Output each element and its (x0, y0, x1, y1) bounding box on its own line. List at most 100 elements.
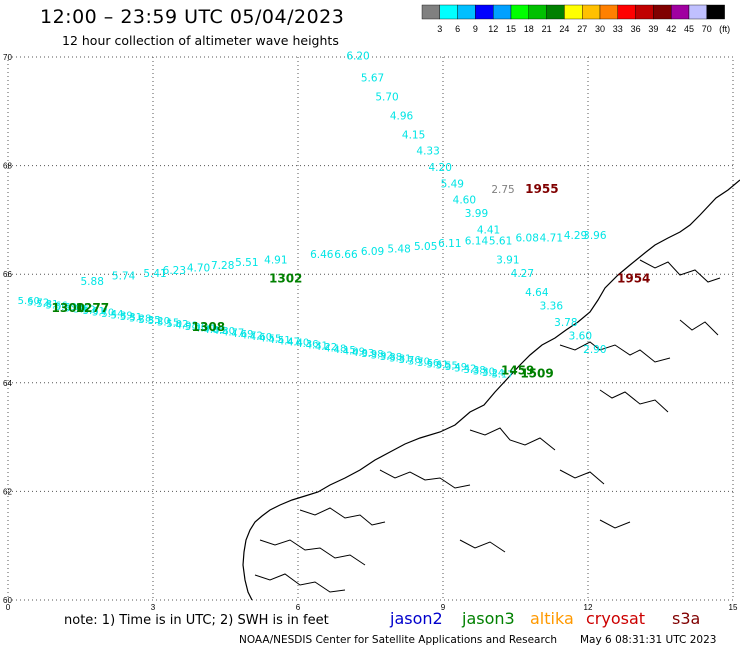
legend-swatch (706, 4, 725, 20)
dense-swh-label: 4.85 (203, 325, 225, 336)
pass-time-label: 1955 (525, 182, 558, 196)
dense-swh-label: 4.69 (231, 329, 253, 340)
lon-tick-label: 9 (441, 603, 446, 612)
swh-label: 6.23 (163, 265, 186, 277)
legend-label: 39 (648, 24, 658, 34)
legend-swatch (493, 4, 512, 20)
dense-swh-label: 5.72 (27, 298, 49, 309)
pass-time-label: 1459 (501, 364, 534, 378)
legend-swatch (475, 4, 494, 20)
dense-swh-label: 4.72 (241, 331, 263, 342)
legend-swatch (617, 4, 636, 20)
swh-label: 5.67 (361, 72, 384, 84)
dense-swh-label: 4.55 (259, 333, 281, 344)
swh-label: 6.46 (310, 249, 334, 261)
legend-label: 45 (684, 24, 694, 34)
dense-swh-label: 5.48 (64, 303, 86, 314)
dense-swh-label: 5.59 (55, 302, 77, 313)
dense-swh-label: 4.18 (324, 343, 346, 354)
color-legend: 3 6 9 12 15 18 21 24 27 30 33 36 39 42 45 70 (ft) (421, 4, 730, 34)
pass-time-label: 1509 (520, 366, 553, 380)
dense-swh-label: 3.42 (454, 364, 476, 375)
dense-swh-label: 3.88 (380, 352, 402, 363)
lat-tick-label: 70 (3, 53, 12, 62)
legend-label: 30 (595, 24, 605, 34)
mission-jason3: jason3 (462, 609, 515, 628)
page-subtitle: 12 hour collection of altimeter wave hei… (62, 33, 339, 48)
swh-label: 3.78 (554, 317, 577, 329)
legend-swatch (688, 4, 707, 20)
legend-label: 9 (473, 24, 478, 34)
swh-label: 6.66 (334, 249, 358, 261)
mission-jason2: jason2 (390, 609, 443, 628)
legend-swatch (528, 4, 547, 20)
swh-label: 5.70 (375, 91, 398, 103)
pass-time-label: 1300 (52, 301, 85, 315)
swh-label: 2.90 (583, 344, 606, 356)
dense-swh-label: 3.49 (445, 362, 467, 373)
map-grid (7, 56, 734, 601)
lon-tick-label: 3 (151, 603, 156, 612)
swh-label: 6.14 (465, 235, 489, 247)
legend-swatch (653, 4, 672, 20)
legend-label: 15 (506, 24, 516, 34)
legend-swatch (510, 4, 529, 20)
legend-swatch (421, 4, 440, 20)
lat-tick-label: 60 (3, 596, 12, 605)
swh-label: 4.71 (540, 233, 563, 245)
swh-label: 7.28 (211, 260, 234, 272)
dense-swh-label: 4.60 (250, 332, 272, 343)
swh-label: 3.91 (496, 254, 519, 266)
lon-tick-label: 12 (584, 603, 593, 612)
page-title: 12:00 – 23:59 UTC 05/04/2023 (40, 6, 345, 28)
dense-swh-label: 5.81 (36, 299, 58, 310)
legend-swatch (635, 4, 654, 20)
dense-swh-label: 4.40 (287, 338, 309, 349)
lon-tick-label: 0 (6, 603, 11, 612)
swh-label: 4.64 (525, 287, 549, 299)
legend-label: 6 (455, 24, 460, 34)
swh-label: 4.60 (453, 195, 476, 207)
dense-swh-label: 3.38 (463, 365, 485, 376)
legend-label: 27 (577, 24, 587, 34)
dense-swh-label: 4.80 (213, 326, 235, 337)
dense-swh-label: 5.06 (185, 322, 207, 333)
dense-swh-label: 5.02 (166, 319, 188, 330)
swh-label: 4.20 (429, 162, 452, 174)
dense-swh-label: 5.31 (120, 312, 142, 323)
dense-swh-label: 5.15 (157, 318, 179, 329)
swh-label: 3.96 (583, 230, 607, 242)
generation-timestamp: May 6 08:31:31 UTC 2023 (580, 634, 717, 646)
dense-swh-label: 4.09 (343, 346, 365, 357)
legend-label: 70 (702, 24, 712, 34)
dense-swh-label: 3.30 (473, 366, 495, 377)
swh-label: 5.51 (235, 257, 258, 269)
dense-swh-label: 3.55 (436, 361, 458, 372)
legend-label: 24 (559, 24, 569, 34)
dense-swh-label: 5.20 (148, 316, 170, 327)
legend-swatch (546, 4, 565, 20)
swh-label: 6.11 (438, 238, 461, 250)
swh-tracks: 6.205.675.704.964.154.334.205.494.603.99… (81, 51, 607, 356)
dense-swh-label: 5.44 (101, 309, 123, 320)
swh-label: 5.41 (143, 268, 166, 280)
legend-swatch (564, 4, 583, 20)
legend-label: (ft) (719, 24, 730, 34)
pass-time-label: 1277 (76, 301, 109, 315)
dense-swh-label: 3.66 (417, 358, 439, 369)
legend-label: 3 (437, 24, 442, 34)
dense-swh-label: 3.70 (408, 356, 430, 367)
legend-label: 21 (542, 24, 552, 34)
swh-label: 4.15 (402, 129, 425, 141)
dense-swh-label: 5.52 (73, 305, 95, 316)
dense-swh-label: 4.51 (268, 335, 290, 346)
dense-swh-label: 4.47 (278, 336, 300, 347)
pass-time-label: 1954 (617, 271, 650, 285)
swh-label: 4.33 (416, 146, 439, 158)
swh-label: 4.41 (477, 224, 500, 236)
dense-swh-label: 3.17 (491, 369, 513, 380)
dense-swh-label: 5.39 (111, 310, 133, 321)
dense-swh-label: 4.15 (333, 345, 355, 356)
swh-label: 5.49 (441, 178, 464, 190)
legend-label: 18 (524, 24, 534, 34)
